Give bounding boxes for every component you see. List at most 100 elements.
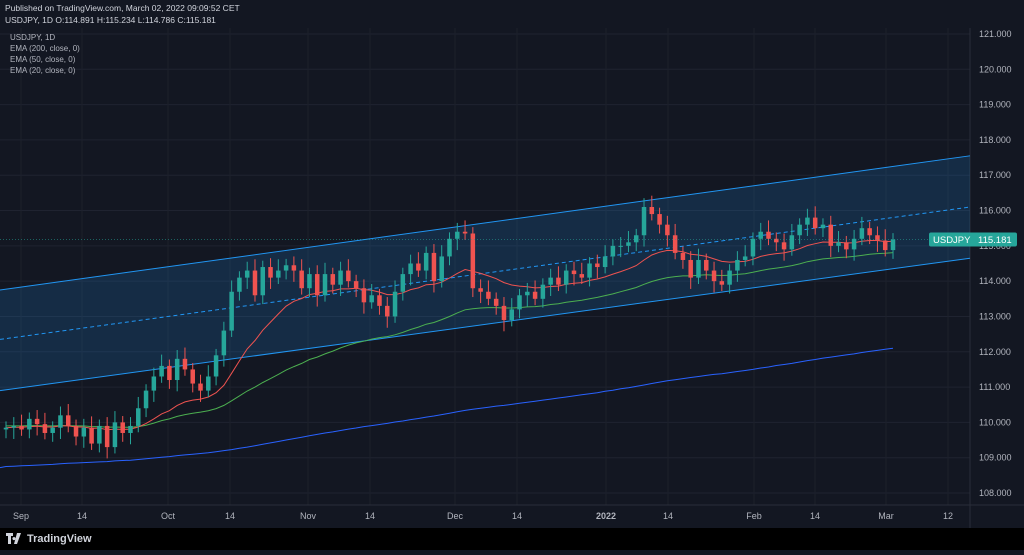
candle [260, 260, 266, 305]
candle-body [462, 231, 468, 234]
candle [556, 266, 561, 292]
brand-name: TradingView [27, 533, 92, 545]
candle [221, 321, 227, 367]
price-axis[interactable]: 121.000 120.000 119.000 118.000 117.000 116.0… [979, 29, 1012, 498]
candle [641, 198, 647, 247]
candle [112, 411, 118, 454]
last-price-tag-bg [929, 232, 1017, 247]
candle [198, 374, 203, 402]
candle-body [11, 425, 17, 428]
tradingview-logo-icon [6, 533, 21, 544]
candle-body [42, 424, 48, 433]
candle-body [595, 263, 600, 268]
candle [493, 292, 499, 315]
candle [167, 359, 172, 389]
tradingview-logo[interactable]: TradingView [6, 533, 92, 545]
candle [314, 265, 320, 307]
candle-body [338, 270, 343, 285]
candle-body [501, 305, 507, 320]
candle-body [447, 238, 452, 257]
candle [820, 218, 826, 238]
candle-body [244, 270, 250, 278]
candle [346, 259, 351, 288]
candle-body [509, 309, 514, 320]
candle [517, 288, 522, 319]
candle [213, 348, 219, 386]
candle-body [27, 418, 32, 430]
candle-body [688, 259, 693, 278]
channel-fill [0, 155, 970, 391]
candle [252, 259, 258, 302]
candle [299, 259, 304, 295]
candle [563, 264, 569, 294]
candle [882, 229, 888, 257]
candle [291, 256, 297, 282]
candle-body [151, 376, 157, 391]
candle-body [797, 224, 802, 236]
x-tick-label: 2022 [596, 511, 616, 521]
candle-body [828, 224, 834, 246]
y-tick-label: 112.000 [979, 347, 1011, 357]
candle [143, 384, 149, 418]
legend-ema-200[interactable]: EMA (200, close, 0) [10, 44, 80, 53]
candle-body [104, 425, 110, 448]
candle-body [330, 274, 336, 285]
candle [120, 416, 125, 442]
candle [797, 218, 802, 245]
candle-body [455, 231, 460, 239]
candle [610, 239, 616, 266]
candle [462, 220, 468, 240]
candle-body [719, 281, 725, 285]
candle-body [742, 256, 748, 260]
ema-200-line [0, 347, 894, 469]
candle [81, 418, 87, 448]
y-tick-label: 121.000 [979, 29, 1012, 39]
candle-body [820, 224, 826, 229]
candle [65, 404, 71, 433]
candle [104, 417, 110, 459]
candle-body [3, 427, 9, 430]
candle [774, 232, 779, 252]
legend-symbol[interactable]: USDJPY, 1D [10, 33, 56, 42]
time-axis[interactable]: Sep 14 Oct 14 Nov 14 Dec 14 2022 14 Feb 14 Mar 12 [13, 511, 953, 521]
x-tick-label: 12 [943, 511, 953, 521]
candle [587, 257, 592, 287]
candle-body [439, 256, 444, 282]
candle [696, 248, 701, 284]
candle [237, 271, 242, 301]
candle [680, 246, 686, 269]
y-tick-label: 114.000 [979, 276, 1011, 286]
candle [727, 264, 732, 294]
candle-body [159, 365, 164, 377]
candle [719, 269, 725, 292]
candle-body [844, 242, 849, 250]
candle-body [89, 427, 94, 444]
candle-body [774, 238, 779, 243]
candle [97, 419, 102, 453]
candle-body [377, 295, 382, 306]
candle [423, 246, 429, 280]
candle [859, 216, 865, 246]
candle [478, 279, 483, 304]
candle-body [353, 281, 359, 289]
candle [385, 297, 390, 328]
candle [789, 223, 795, 256]
candle-body [602, 256, 608, 268]
candle-body [711, 270, 717, 282]
candle-body [392, 291, 398, 317]
candle-body [299, 270, 304, 289]
candle [439, 245, 444, 288]
candle-body [213, 355, 219, 377]
candle [875, 226, 880, 252]
candle [704, 253, 709, 280]
y-tick-label: 110.000 [979, 417, 1011, 427]
legend-ema-20[interactable]: EMA (20, close, 0) [10, 66, 76, 75]
candle [268, 258, 273, 289]
y-tick-label: 119.000 [979, 100, 1011, 110]
candle-body [587, 263, 592, 278]
candle [159, 354, 164, 383]
legend-ema-50[interactable]: EMA (50, close, 0) [10, 55, 76, 64]
candle-body [182, 358, 188, 370]
